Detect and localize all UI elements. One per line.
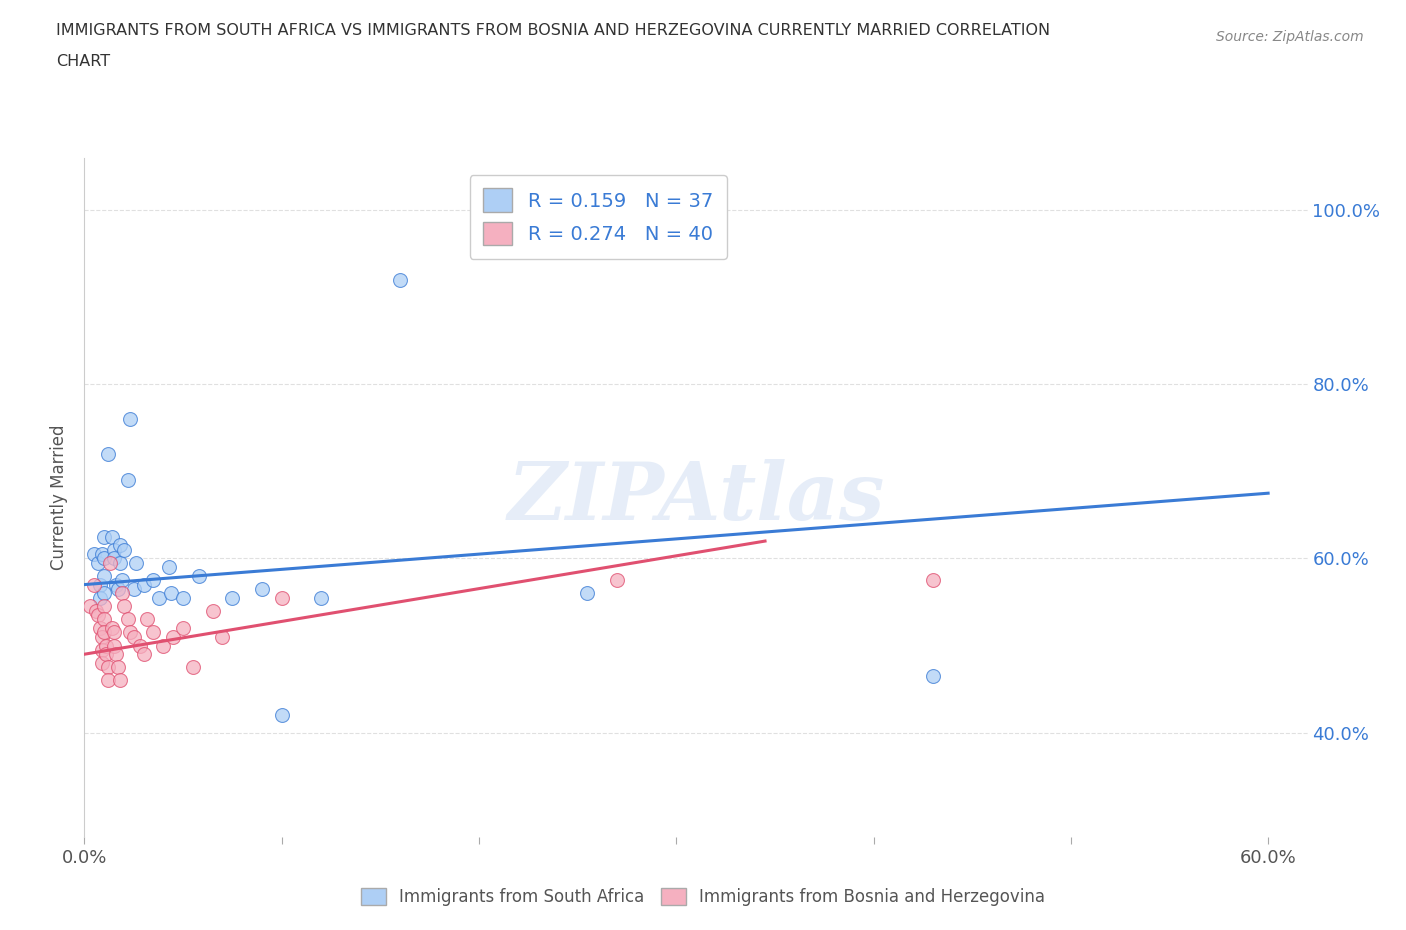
Point [108,555,131,570]
Point [152,638,174,653]
Point [104,646,127,661]
Point [160,586,183,601]
Point [93,612,115,627]
Text: CHART: CHART [56,54,110,69]
Point [103,625,125,640]
Point [270,591,292,605]
Legend: R = 0.159   N = 37, R = 0.274   N = 40: R = 0.159 N = 37, R = 0.274 N = 40 [470,175,727,259]
Point [101,620,124,635]
Text: Source: ZipAtlas.com: Source: ZipAtlas.com [1216,30,1364,44]
Point [107,660,129,675]
Point [87,555,110,570]
Point [89,578,111,592]
Point [122,630,145,644]
Point [91,547,114,562]
Point [103,542,125,557]
Point [94,646,117,661]
Point [124,555,146,570]
Point [108,538,131,552]
Point [84,604,107,618]
Point [98,555,121,570]
Point [104,578,127,592]
Point [89,620,111,635]
Y-axis label: Currently Married: Currently Married [51,425,69,570]
Point [117,472,139,487]
Point [107,581,129,596]
Point [108,673,131,688]
Point [576,586,599,601]
Text: ZIPAtlas: ZIPAtlas [508,458,884,537]
Point [79,599,101,614]
Point [117,612,139,627]
Point [122,581,145,596]
Point [93,599,115,614]
Point [211,630,233,644]
Point [87,607,110,622]
Point [142,573,165,588]
Point [132,646,155,661]
Point [97,660,120,675]
Point [606,573,628,588]
Point [201,604,224,618]
Legend: Immigrants from South Africa, Immigrants from Bosnia and Herzegovina: Immigrants from South Africa, Immigrants… [354,881,1052,912]
Point [93,529,115,544]
Point [111,586,134,601]
Point [921,573,943,588]
Point [118,625,141,640]
Point [221,591,243,605]
Point [93,625,115,640]
Point [111,573,134,588]
Point [91,656,114,671]
Point [921,669,943,684]
Point [93,568,115,583]
Point [309,591,332,605]
Point [142,625,165,640]
Point [103,638,125,653]
Point [112,542,135,557]
Point [83,578,105,592]
Point [136,612,159,627]
Point [97,446,120,461]
Point [389,272,412,287]
Text: IMMIGRANTS FROM SOUTH AFRICA VS IMMIGRANTS FROM BOSNIA AND HERZEGOVINA CURRENTLY: IMMIGRANTS FROM SOUTH AFRICA VS IMMIGRAN… [56,23,1050,38]
Point [128,638,150,653]
Point [132,578,155,592]
Point [172,620,194,635]
Point [91,630,114,644]
Point [148,591,170,605]
Point [83,547,105,562]
Point [187,568,209,583]
Point [94,638,117,653]
Point [97,673,120,688]
Point [112,599,135,614]
Point [91,643,114,658]
Point [103,551,125,566]
Point [93,551,115,566]
Point [181,660,204,675]
Point [162,630,184,644]
Point [101,529,124,544]
Point [89,591,111,605]
Point [93,586,115,601]
Point [157,560,180,575]
Point [172,591,194,605]
Point [250,581,273,596]
Point [270,708,292,723]
Point [118,412,141,427]
